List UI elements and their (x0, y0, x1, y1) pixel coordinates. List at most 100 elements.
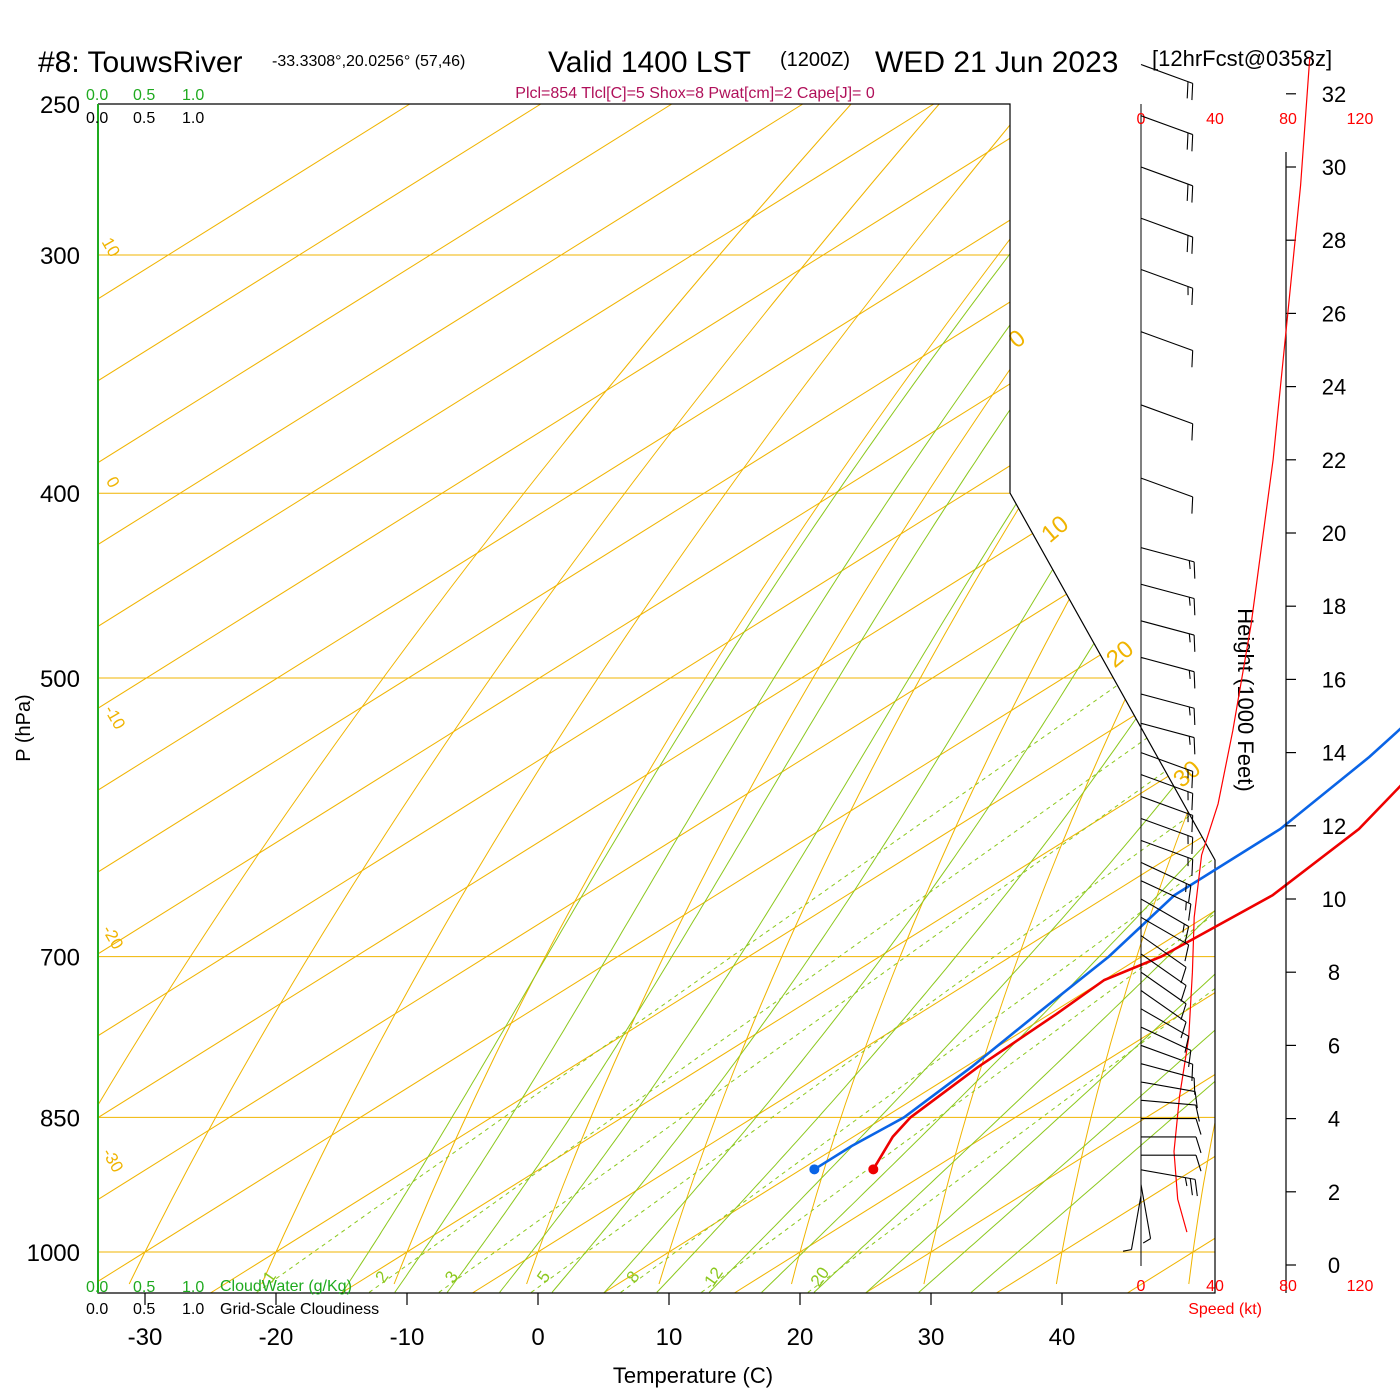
dry-adiabat (261, 104, 1028, 1285)
dry-adiabat (393, 104, 1116, 1285)
wind-barb (1140, 1008, 1190, 1053)
wind-barb (1140, 331, 1194, 368)
pressure-tick-700: 700 (40, 945, 80, 972)
wind-barb (1140, 477, 1194, 514)
height-tick-label-16: 16 (1322, 667, 1346, 692)
wind-barb (1140, 880, 1192, 921)
isotherm (98, 104, 673, 1293)
cloudiness-tick-bottom-0: 0.0 (86, 1301, 108, 1318)
height-tick-label-32: 32 (1322, 82, 1346, 107)
wind-barb (1140, 693, 1196, 726)
isotherm-label-0: 10 (98, 234, 124, 260)
mixing-ratio-label-3: 5 (533, 1268, 554, 1287)
isotherm (98, 104, 1066, 1293)
wind-barb (1140, 774, 1194, 811)
cloudiness-tick-0: 0.0 (86, 110, 108, 127)
isotherm (98, 104, 1215, 1293)
dry-adiabat (1188, 104, 1215, 1285)
isotherm (865, 104, 1215, 1293)
height-axis-label: Height (1000 Feet) (1233, 608, 1258, 791)
cloudiness-label: Grid-Scale Cloudiness (220, 1301, 379, 1318)
wind-barb (1140, 1184, 1152, 1244)
height-tick-label-14: 14 (1322, 741, 1346, 766)
wind-barb (1140, 1081, 1198, 1109)
wind-barb (1140, 935, 1187, 984)
wind-barb (1140, 1044, 1194, 1081)
mixing-ratio-label-6: 20 (807, 1264, 833, 1290)
wind-barb (1140, 583, 1196, 616)
height-tick-label-30: 30 (1322, 155, 1346, 180)
dry-adiabat (526, 104, 1204, 1285)
moist-adiabat (604, 104, 1215, 1293)
dry-adiabat (98, 104, 852, 1285)
wind-barb (1140, 656, 1196, 689)
cloudwater-tick-bottom-2: 1.0 (182, 1279, 204, 1296)
valid-date: WED 21 Jun 2023 (875, 46, 1118, 79)
cloudwater-tick-1: 0.5 (133, 87, 155, 104)
mixing-ratio-line (530, 492, 1215, 1293)
height-tick-label-10: 10 (1322, 887, 1346, 912)
cloudwater-tick-bottom-1: 0.5 (133, 1279, 155, 1296)
pressure-tick-400: 400 (40, 481, 80, 508)
isotherm-label-1: 0 (102, 473, 123, 491)
isotherm (98, 104, 935, 1293)
surface-temperature-dot (868, 1164, 879, 1175)
thermo-grid (98, 104, 1215, 1293)
height-tick-label-2: 2 (1328, 1180, 1340, 1205)
speed-tick-bottom-1: 40 (1206, 1278, 1224, 1295)
wind-barb (1140, 64, 1194, 101)
temperature-axis-label: Temperature (C) (613, 1363, 773, 1388)
pressure-tick-250: 250 (40, 92, 80, 119)
temperature-tick-20: 20 (787, 1324, 814, 1351)
wind-barb (1140, 722, 1196, 755)
wind-barb (1140, 1063, 1196, 1095)
mixing-ratio-line (256, 492, 1215, 1293)
moist-adiabat (394, 104, 1177, 1293)
temperature-tick--30: -30 (128, 1324, 163, 1351)
wind-barb (1140, 1099, 1200, 1122)
wind-barb (1141, 1154, 1202, 1172)
zulu-time: (1200Z) (780, 49, 850, 71)
cloud-panel: 0.0 0.5 1.0 0.0 0.5 1.0 0.0 0.5 1.0 Clou… (86, 87, 379, 1318)
plot-frame (97, 103, 1216, 1294)
height-tick-label-8: 8 (1328, 960, 1340, 985)
station-coords: -33.3308°,20.0256° (57,46) (272, 53, 465, 70)
isotherm (98, 104, 804, 1293)
wind-panel: 0 40 80 120 0 40 80 120 Speed (kt) Heigh… (1122, 57, 1373, 1318)
wind-barb (1140, 971, 1187, 1020)
wind-barb (1140, 990, 1187, 1039)
height-tick-label-4: 4 (1328, 1107, 1340, 1132)
speed-axis-label: Speed (kt) (1188, 1301, 1262, 1318)
wind-barb (1140, 752, 1194, 789)
isotherm (472, 104, 1215, 1293)
speed-tick-top-2: 80 (1279, 111, 1297, 128)
wind-barb (1141, 1118, 1202, 1135)
moist-adiabat (970, 104, 1215, 1293)
surface-dewpoint-dot (809, 1164, 820, 1175)
isotherm (98, 104, 1215, 1293)
isotherm-label-6: 10 (1036, 510, 1074, 548)
isotherm (210, 104, 1215, 1293)
stability-indices: Plcl=854 Tlcl[C]=5 Shox=8 Pwat[cm]=2 Cap… (515, 85, 875, 102)
cloudwater-label: CloudWater (g/Kg) (220, 1278, 352, 1295)
temperature-tick--20: -20 (259, 1324, 294, 1351)
profile-layer (809, 727, 1400, 1175)
isotherm (98, 104, 1215, 1293)
wind-barb (1140, 817, 1194, 855)
wind-barb (1141, 1136, 1202, 1154)
mixing-ratio-label-5: 12 (700, 1264, 726, 1290)
moist-adiabat (813, 104, 1215, 1293)
height-tick-label-0: 0 (1328, 1253, 1340, 1278)
temperature-tick--10: -10 (390, 1324, 425, 1351)
wind-barb (1140, 547, 1196, 579)
dry-adiabat (791, 104, 1215, 1285)
wind-barb (1140, 953, 1187, 1002)
dry-adiabat (1055, 104, 1215, 1285)
mixing-ratio-line (620, 492, 1215, 1293)
isotherm (1127, 104, 1215, 1293)
isotherm (98, 104, 1197, 1293)
height-tick-label-24: 24 (1322, 375, 1346, 400)
temperature-tick-0: 0 (531, 1324, 544, 1351)
